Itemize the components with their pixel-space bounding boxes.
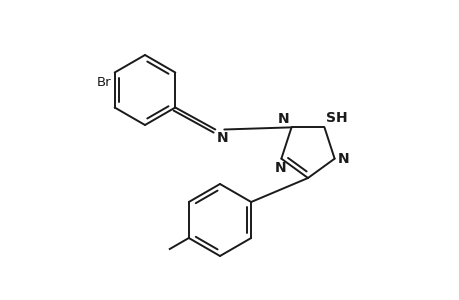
Text: Br: Br: [97, 76, 112, 88]
Text: SH: SH: [326, 111, 347, 125]
Text: N: N: [216, 131, 228, 146]
Text: N: N: [337, 152, 348, 166]
Text: N: N: [274, 161, 285, 175]
Text: N: N: [277, 112, 289, 126]
